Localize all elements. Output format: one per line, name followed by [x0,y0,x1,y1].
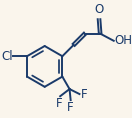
Text: F: F [56,97,62,110]
Text: OH: OH [115,34,132,47]
Text: F: F [67,101,74,114]
Text: F: F [81,88,87,101]
Text: O: O [94,3,104,17]
Text: Cl: Cl [1,50,13,63]
